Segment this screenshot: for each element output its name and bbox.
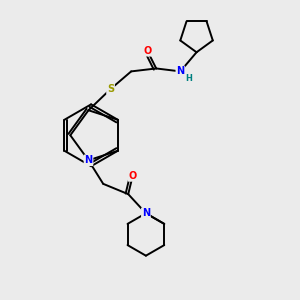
Text: N: N [84,155,92,165]
Text: S: S [107,84,114,94]
Text: H: H [185,74,192,83]
Text: O: O [128,171,137,181]
Text: N: N [142,208,150,218]
Text: N: N [176,66,184,76]
Text: O: O [143,46,152,56]
